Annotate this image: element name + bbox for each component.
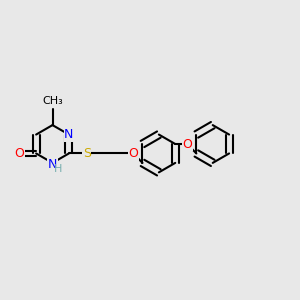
Text: S: S — [83, 147, 91, 160]
Text: N: N — [48, 158, 57, 171]
Text: N: N — [64, 128, 74, 141]
Text: O: O — [15, 147, 25, 160]
Text: CH₃: CH₃ — [42, 96, 63, 106]
Text: O: O — [182, 137, 192, 151]
Text: O: O — [128, 147, 138, 160]
Text: H: H — [54, 164, 62, 175]
